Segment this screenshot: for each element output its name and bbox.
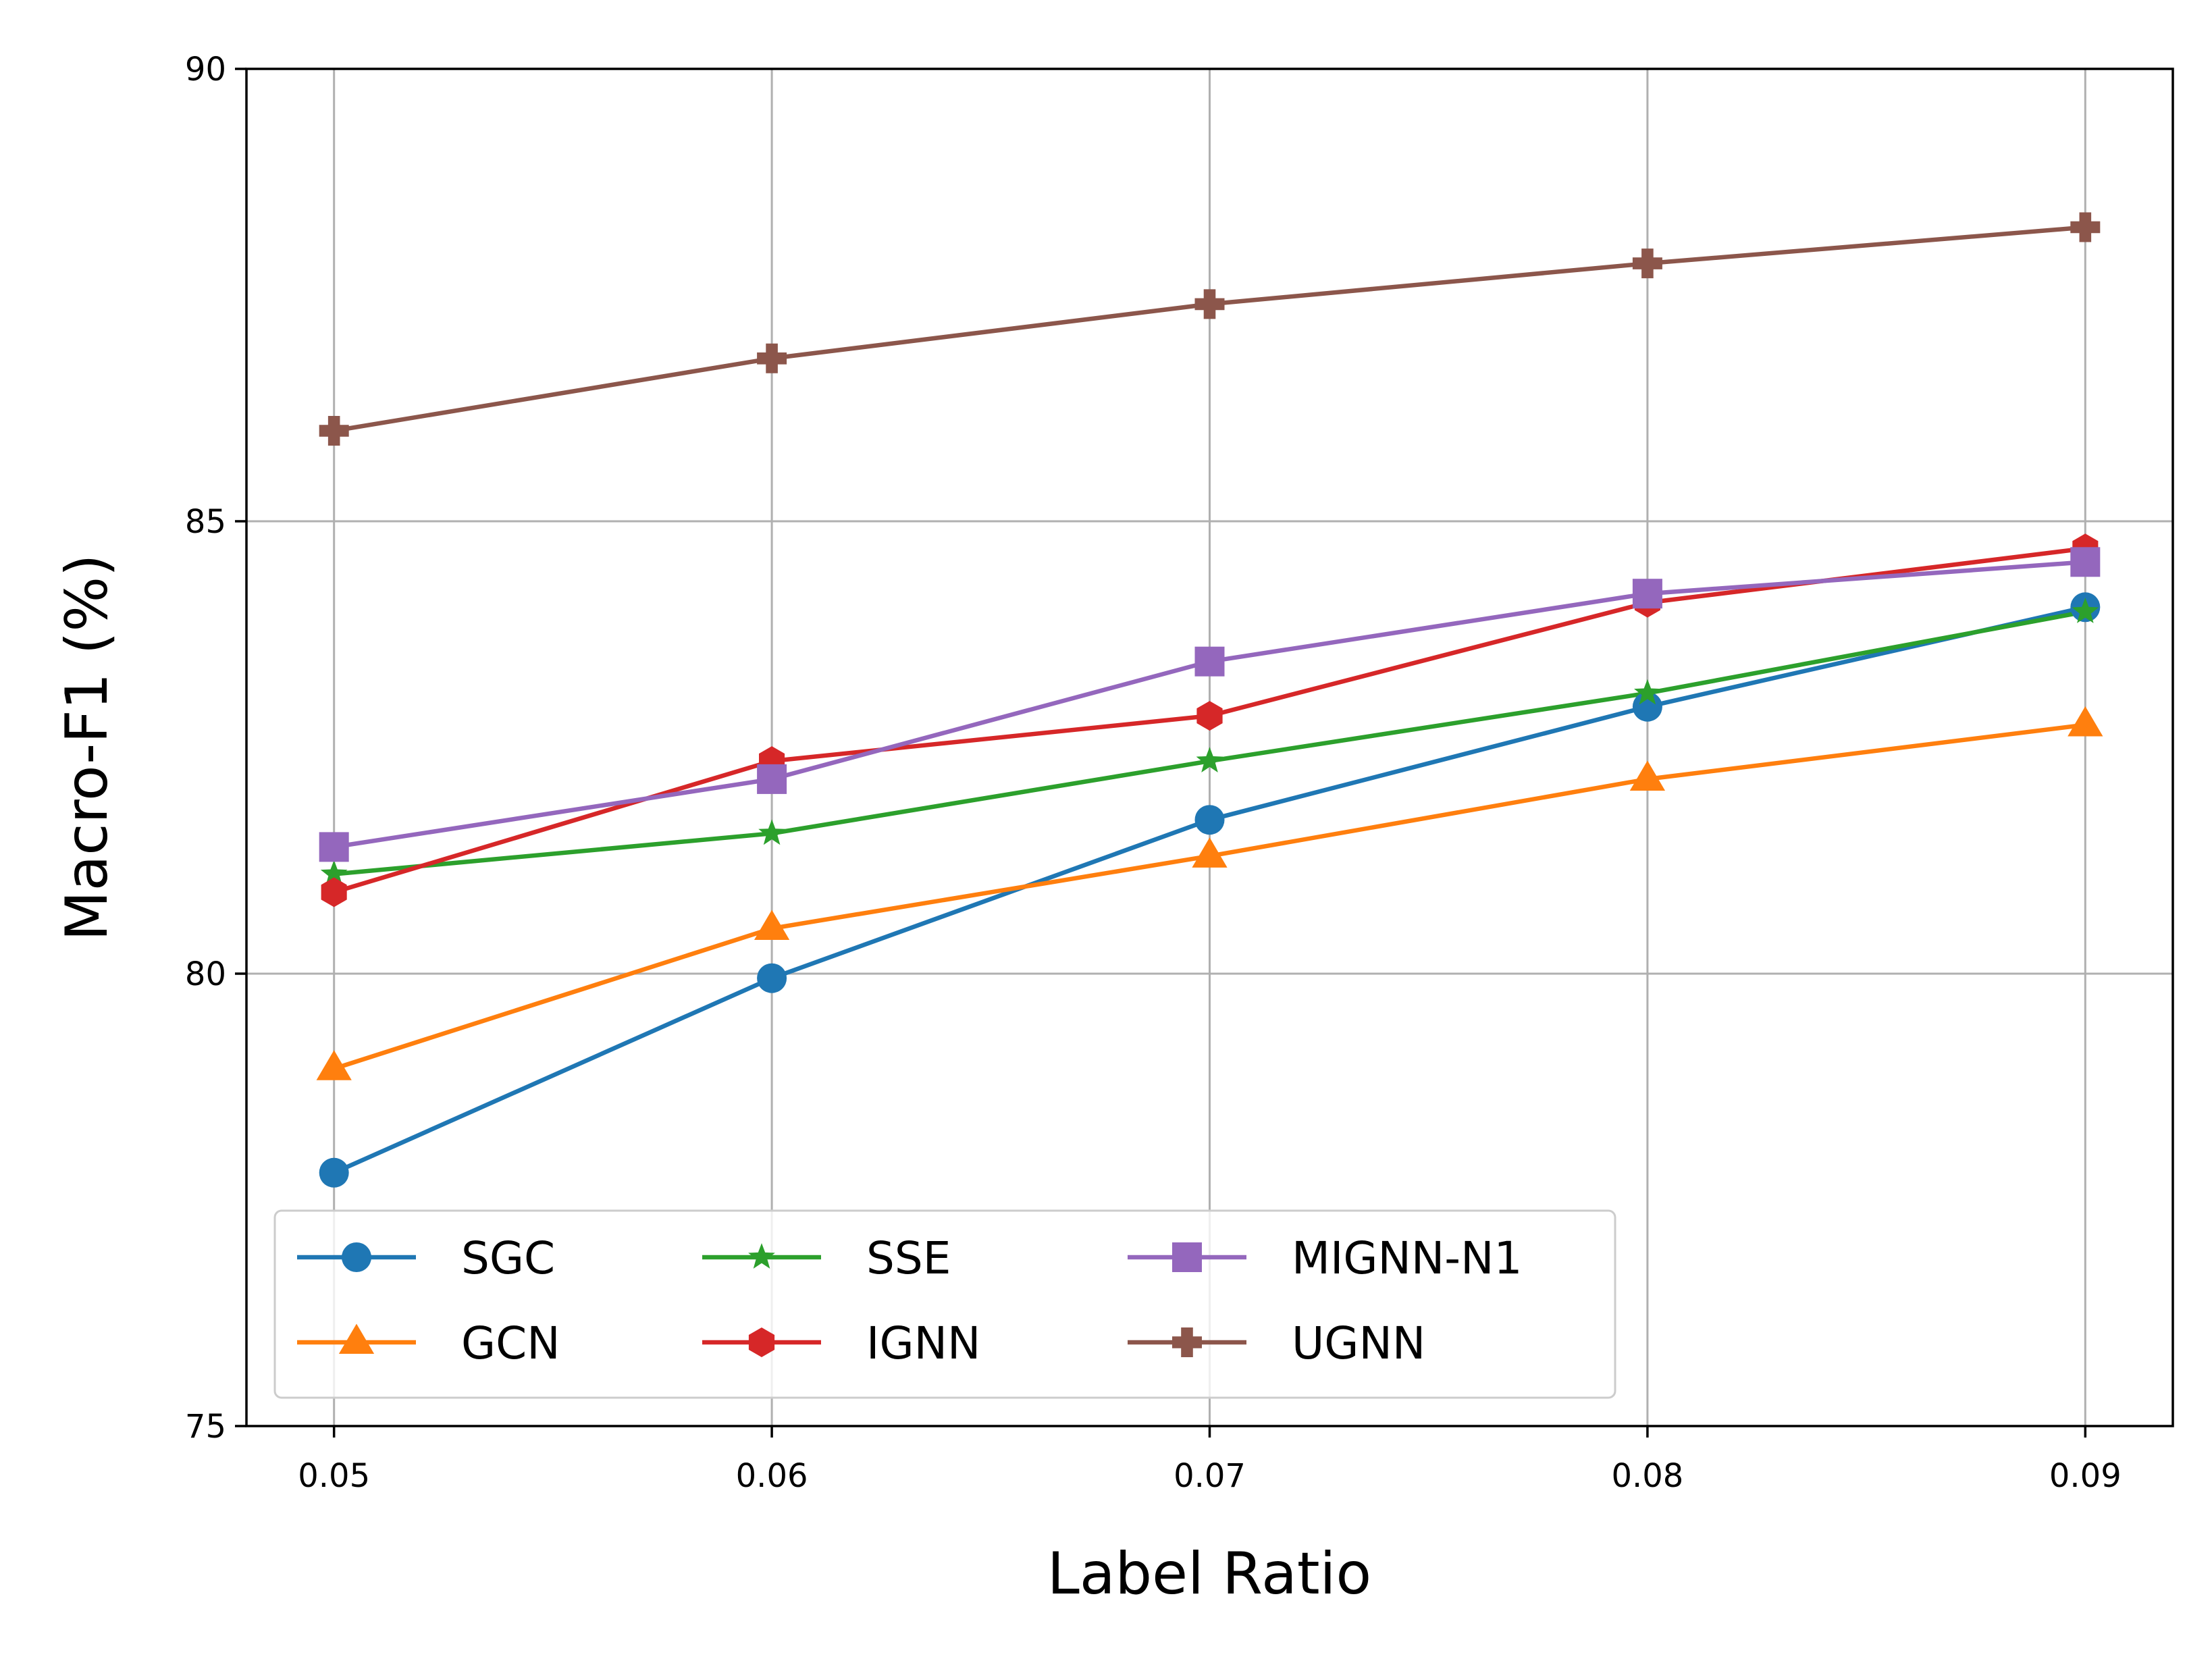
data-point-ugnn: [2070, 212, 2101, 242]
data-point-sse: [1196, 747, 1223, 772]
data-point-sse: [2072, 598, 2099, 623]
data-point-mignn-n1: [2070, 547, 2101, 577]
data-point-mignn-n1: [319, 832, 349, 862]
data-point-ugnn: [319, 416, 349, 446]
x-tick-label: 0.09: [2049, 1457, 2122, 1495]
legend-label-mignn-n1: MIGNN-N1: [1292, 1232, 1522, 1284]
legend-label-ugnn: UGNN: [1292, 1317, 1425, 1369]
data-point-gcn: [316, 1050, 352, 1080]
legend-marker-sgc: [342, 1242, 371, 1272]
data-point-sse: [758, 819, 785, 845]
legend-label-sse: SSE: [866, 1232, 951, 1284]
legend-marker-ignn: [748, 1327, 775, 1357]
y-tick-label: 90: [185, 51, 226, 88]
y-tick-label: 85: [185, 503, 226, 541]
legend-marker-sse: [748, 1243, 775, 1269]
x-axis-label: Label Ratio: [1047, 1540, 1371, 1608]
x-tick-label: 0.08: [1611, 1457, 1683, 1495]
data-point-gcn: [754, 910, 790, 941]
data-point-ugnn: [757, 343, 787, 373]
legend: SGC GCN SSE IGNN MIGNN-N1 UGNN: [273, 1209, 1616, 1399]
legend-marker-gcn: [338, 1323, 375, 1354]
x-tick-label: 0.07: [1174, 1457, 1246, 1495]
data-point-sse: [320, 860, 348, 886]
data-point-mignn-n1: [1194, 646, 1225, 677]
data-point-mignn-n1: [757, 764, 787, 794]
data-point-ignn: [321, 877, 347, 907]
legend-label-ignn: IGNN: [866, 1317, 980, 1369]
data-point-mignn-n1: [1632, 579, 1662, 609]
legend-box: [273, 1209, 1616, 1399]
data-point-gcn: [1629, 760, 1666, 791]
data-point-ugnn: [1194, 289, 1225, 319]
data-point-gcn: [2068, 706, 2103, 737]
data-point-gcn: [1192, 837, 1228, 868]
legend-marker-mignn-n1: [1172, 1242, 1202, 1272]
y-axis-label: Macro-F1 (%): [53, 554, 121, 941]
series-markers: [316, 212, 2103, 1188]
y-tick-label: 75: [185, 1408, 226, 1446]
axis-ticks: 0.05 0.06 0.07 0.08 0.09 75 80 85 90: [185, 51, 2122, 1495]
data-point-ignn: [1196, 701, 1223, 731]
data-point-ugnn: [1632, 248, 1662, 279]
data-point-sse: [1634, 679, 1661, 705]
y-tick-label: 80: [185, 955, 226, 993]
legend-label-sgc: SGC: [461, 1232, 555, 1284]
x-tick-label: 0.05: [298, 1457, 370, 1495]
data-point-sgc: [1632, 691, 1662, 722]
data-point-sgc: [1194, 805, 1225, 835]
x-tick-label: 0.06: [736, 1457, 808, 1495]
legend-label-gcn: GCN: [461, 1317, 560, 1369]
data-point-sgc: [319, 1157, 349, 1188]
legend-marker-ugnn: [1172, 1327, 1202, 1357]
data-point-sgc: [757, 963, 787, 993]
